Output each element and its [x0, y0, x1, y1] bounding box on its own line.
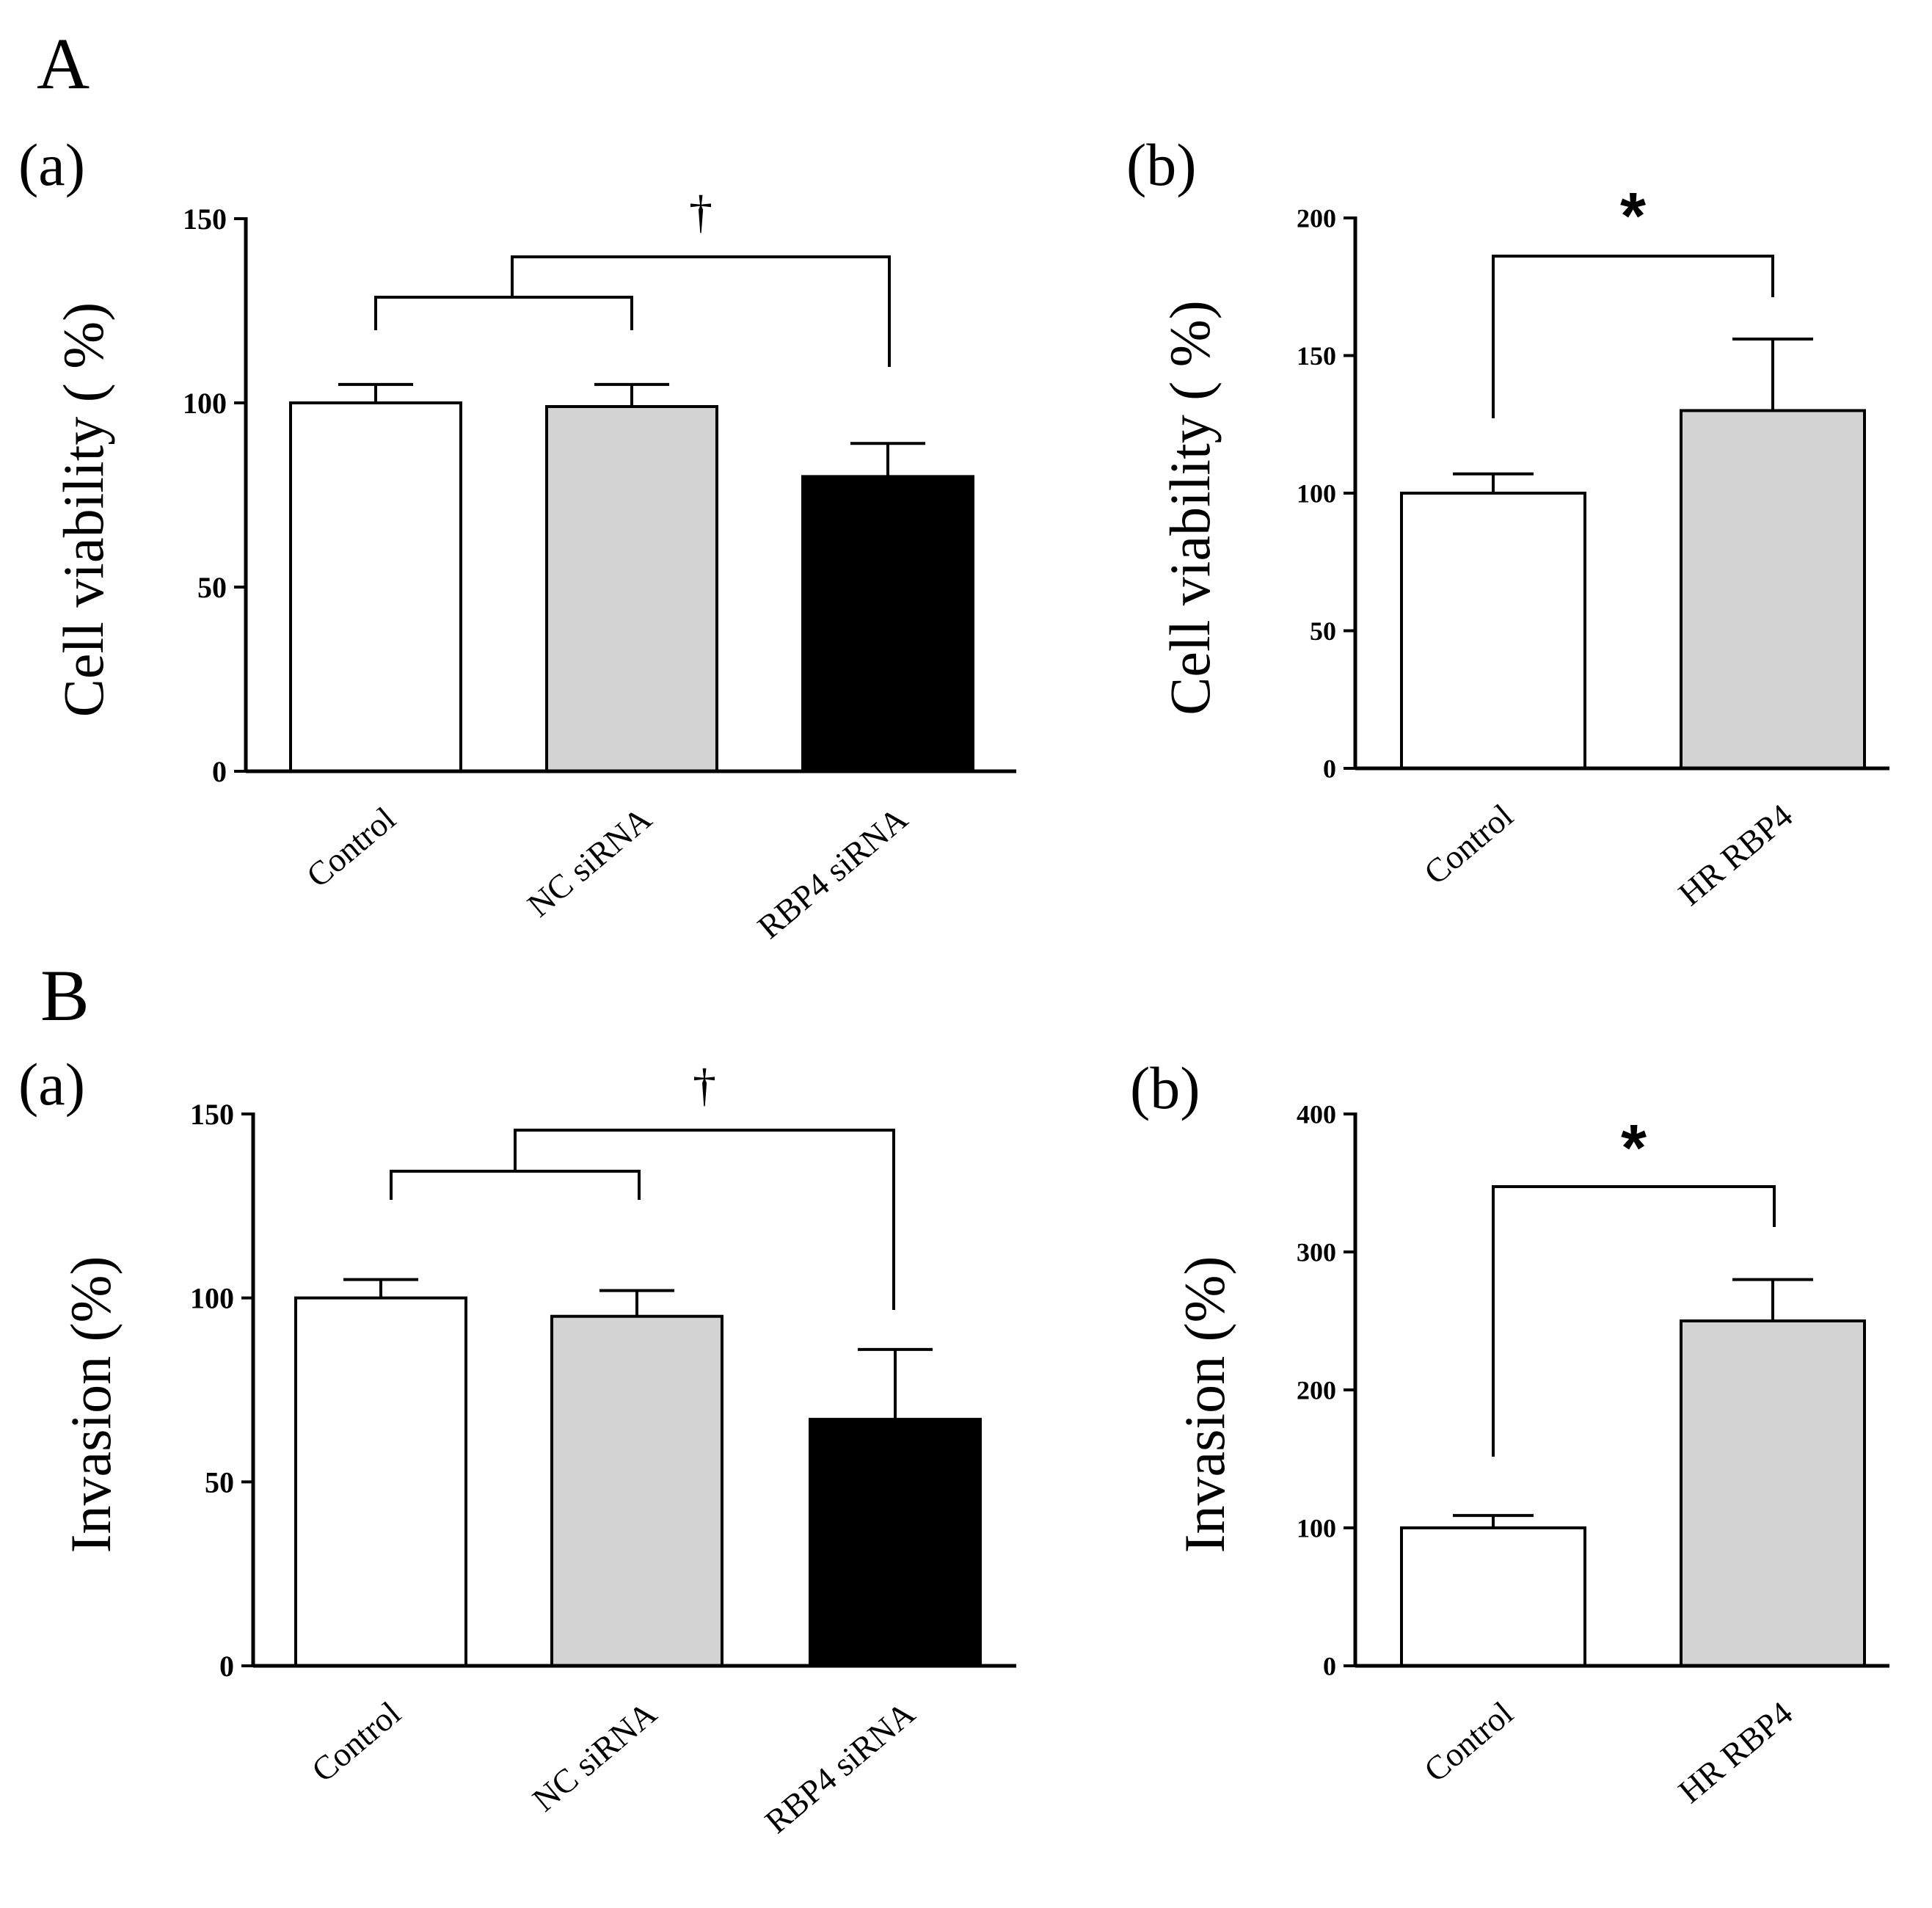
y-tick-label: 0 — [219, 1650, 234, 1683]
significance-symbol: * — [1621, 1112, 1647, 1185]
x-tick-label: NC siRNA — [525, 1694, 663, 1819]
bar — [550, 1314, 723, 1667]
bar — [1680, 1319, 1866, 1667]
chart-a-b: (b) Cell viability ( %) Control HR RBP4 0 50 1… — [1126, 131, 1889, 913]
bar — [289, 401, 462, 773]
y-tick-label: 50 — [1310, 616, 1336, 646]
y-tick-label: 0 — [212, 755, 227, 788]
y-tick-label: 150 — [1297, 341, 1336, 371]
y-axis-label: Invasion (%) — [1173, 1256, 1236, 1553]
x-tick-label: NC siRNA — [520, 800, 658, 925]
x-tick-label: Control — [305, 1694, 407, 1789]
y-axis-label: Cell viability ( %) — [51, 302, 115, 717]
chart-sublabel: (a) — [18, 131, 85, 198]
bar — [1400, 1526, 1586, 1667]
y-tick-label: 400 — [1297, 1100, 1336, 1129]
bar — [545, 405, 718, 773]
x-tick-label: Control — [1417, 1694, 1520, 1789]
chart-sublabel: (b) — [1130, 1055, 1200, 1121]
y-tick-label: 100 — [1297, 479, 1336, 509]
significance-bracket-left — [390, 1170, 641, 1200]
significance-bracket — [1492, 255, 1774, 418]
y-tick-label: 150 — [190, 1098, 234, 1131]
significance-bracket-main — [511, 255, 891, 367]
significance-symbol: * — [1620, 180, 1646, 253]
significance-bracket-left — [374, 296, 633, 330]
panel-label-B: B — [40, 955, 90, 1036]
bar — [1680, 409, 1866, 770]
y-tick-label: 100 — [190, 1282, 234, 1315]
x-tick-label: RBP4 siRNA — [758, 1694, 922, 1840]
chart-sublabel: (b) — [1126, 131, 1197, 198]
y-tick-label: 200 — [1297, 204, 1336, 233]
bar — [801, 475, 974, 773]
bar — [809, 1418, 982, 1668]
y-tick-label: 100 — [183, 387, 227, 420]
significance-symbol: † — [689, 186, 712, 238]
y-tick-label: 300 — [1297, 1238, 1336, 1267]
chart-b-a: (a) Invasion (%) Control NC siRNA RBP4 siRNA… — [18, 1051, 1016, 1840]
bar — [294, 1296, 467, 1667]
y-tick-label: 0 — [1323, 1652, 1336, 1681]
y-tick-label: 0 — [1323, 754, 1336, 784]
chart-a-a: (a) Cell viability ( %) Control NC siRNA RBP… — [18, 131, 1016, 946]
y-axis-label: Cell viability ( %) — [1158, 300, 1222, 715]
y-tick-label: 150 — [183, 203, 227, 236]
x-tick-label: Control — [299, 800, 402, 895]
x-tick-label: HR RBP4 — [1672, 1694, 1800, 1810]
bar — [1400, 492, 1586, 770]
x-tick-label: RBP4 siRNA — [751, 800, 915, 946]
significance-bracket — [1492, 1185, 1776, 1457]
chart-sublabel: (a) — [18, 1051, 85, 1118]
y-tick-label: 50 — [205, 1465, 234, 1499]
y-tick-label: 100 — [1297, 1514, 1336, 1543]
charts-container: (a) Cell viability ( %) Control NC siRNA RBP… — [18, 131, 1889, 1840]
x-tick-label: HR RBP4 — [1672, 797, 1800, 913]
y-tick-label: 50 — [197, 571, 227, 604]
chart-b-b: (b) Invasion (%) Control HR RBP4 0 100 200 300 4… — [1130, 1055, 1889, 1810]
significance-bracket-main — [514, 1129, 895, 1310]
y-tick-label: 200 — [1297, 1376, 1336, 1405]
x-tick-label: Control — [1417, 797, 1520, 892]
y-axis-label: Invasion (%) — [59, 1256, 123, 1553]
panel-label-A: A — [37, 23, 90, 104]
significance-symbol: † — [693, 1059, 716, 1111]
